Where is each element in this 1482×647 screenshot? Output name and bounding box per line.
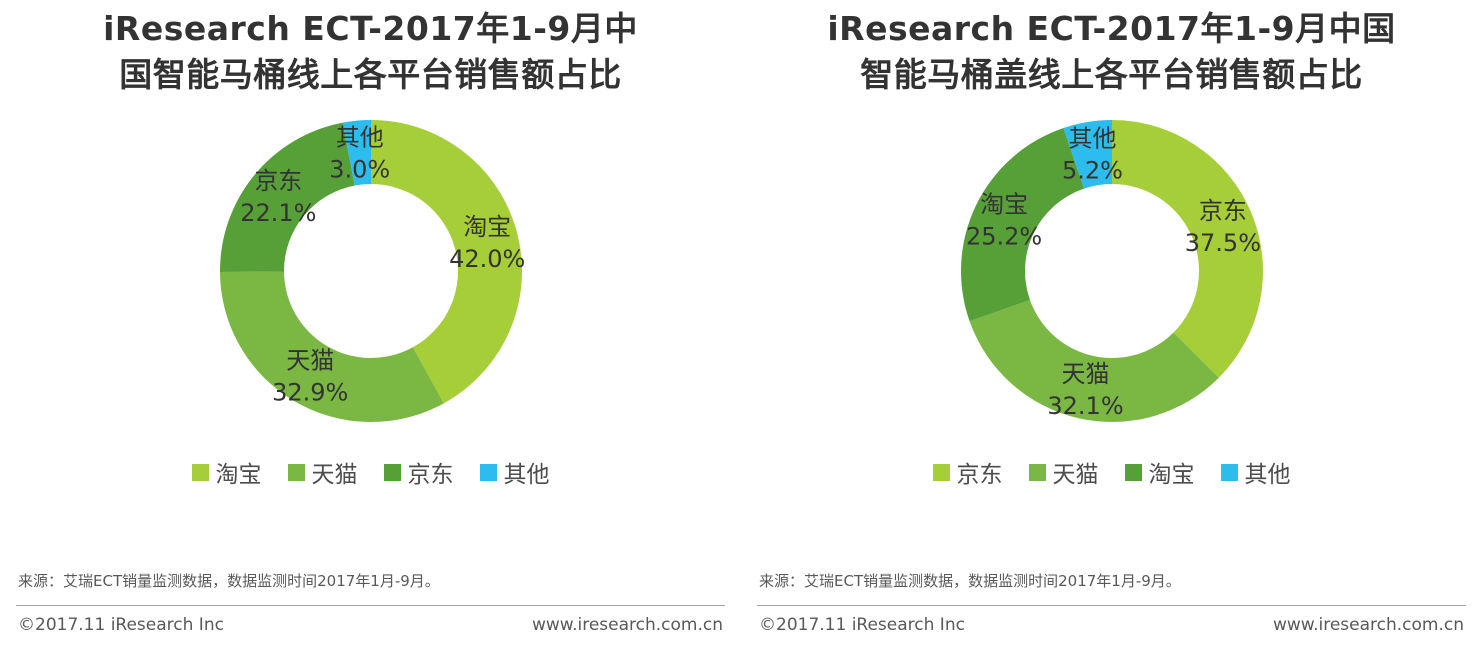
legend-item-天猫: 天猫 [1028, 455, 1099, 489]
chart-title-left: iResearch ECT-2017年1-9月中 国智能马桶线上各平台销售额占比 [16, 6, 725, 97]
slice-label-淘宝: 淘宝 25.2% [965, 191, 1041, 251]
legend-label: 天猫 [1052, 462, 1099, 489]
source-note-left: 来源：艾瑞ECT销量监测数据，数据监测时间2017年1月-9月。 [18, 572, 440, 590]
website-link[interactable]: www.iresearch.com.cn [1272, 615, 1464, 635]
slice-label-天猫: 天猫 32.1% [1047, 360, 1123, 420]
legend-left: 淘宝 天猫 京东 其他 [16, 455, 725, 489]
donut-segment-京东 [219, 122, 355, 273]
copyright-text: ©2017.11 iResearch Inc [759, 615, 965, 635]
legend-item-其他: 其他 [1220, 455, 1291, 489]
chart-title-left-line2: 国智能马桶线上各平台销售额占比 [119, 54, 622, 94]
chart-title-right-line1: iResearch ECT-2017年1-9月中国 [827, 9, 1396, 48]
donut-segment-淘宝 [960, 128, 1084, 322]
donut-segment-天猫 [969, 300, 1219, 423]
donut-segment-其他 [1063, 120, 1112, 189]
donut-segment-天猫 [219, 271, 444, 423]
slice-label-京东: 京东 37.5% [1184, 197, 1260, 257]
legend-swatch [1220, 463, 1238, 481]
slice-label-天猫: 天猫 32.9% [272, 347, 348, 407]
slice-label-其他: 其他 3.0% [329, 124, 390, 184]
legend-swatch [479, 463, 497, 481]
legend-item-淘宝: 淘宝 [191, 455, 262, 489]
legend-right: 京东 天猫 淘宝 其他 [757, 455, 1466, 489]
chart-title-right-line2: 智能马桶盖线上各平台销售额占比 [860, 54, 1363, 94]
donut-segment-其他 [342, 120, 371, 186]
legend-label: 天猫 [311, 462, 358, 489]
donut-chart-right: 京东 37.5% 天猫 32.1% 淘宝 25.2% 其他 5.2% [960, 120, 1263, 423]
chart-title-left-line1: iResearch ECT-2017年1-9月中 [103, 9, 638, 48]
legend-swatch [383, 463, 401, 481]
legend-item-京东: 京东 [383, 455, 454, 489]
legend-label: 京东 [407, 462, 454, 489]
divider-left [16, 605, 725, 606]
donut-wrap-right: 京东 37.5% 天猫 32.1% 淘宝 25.2% 其他 5.2% [757, 99, 1466, 443]
slice-label-其他: 其他 5.2% [1062, 125, 1123, 185]
website-link[interactable]: www.iresearch.com.cn [531, 615, 723, 635]
copyright-text: ©2017.11 iResearch Inc [18, 615, 224, 635]
legend-swatch [932, 463, 950, 481]
donut-segment-京东 [1111, 120, 1263, 378]
legend-swatch [1028, 463, 1046, 481]
legend-swatch [191, 463, 209, 481]
donut-segment-淘宝 [370, 120, 522, 404]
donut-wrap-left: 淘宝 42.0% 天猫 32.9% 京东 22.1% 其他 3.0% [16, 99, 725, 443]
legend-label: 京东 [956, 462, 1003, 489]
legend-label: 淘宝 [1148, 462, 1195, 489]
legend-swatch [287, 463, 305, 481]
slice-label-京东: 京东 22.1% [240, 167, 316, 227]
slice-label-淘宝: 淘宝 42.0% [449, 213, 525, 273]
legend-label: 其他 [1244, 462, 1291, 489]
footer-right-panel: ©2017.11 iResearch Inc www.iresearch.com… [757, 606, 1466, 647]
legend-item-天猫: 天猫 [287, 455, 358, 489]
footer-left-panel: ©2017.11 iResearch Inc www.iresearch.com… [16, 606, 725, 647]
legend-label: 其他 [503, 462, 550, 489]
source-note-right: 来源：艾瑞ECT销量监测数据，数据监测时间2017年1月-9月。 [759, 572, 1181, 590]
panel-smart-toilet: iResearch ECT-2017年1-9月中 国智能马桶线上各平台销售额占比… [16, 6, 725, 647]
panel-smart-toilet-lid: iResearch ECT-2017年1-9月中国 智能马桶盖线上各平台销售额占… [741, 0, 1482, 647]
legend-label: 淘宝 [215, 462, 262, 489]
legend-item-淘宝: 淘宝 [1124, 455, 1195, 489]
chart-title-right: iResearch ECT-2017年1-9月中国 智能马桶盖线上各平台销售额占… [757, 6, 1466, 97]
divider-right [757, 605, 1466, 606]
legend-item-其他: 其他 [479, 455, 550, 489]
legend-swatch [1124, 463, 1142, 481]
legend-item-京东: 京东 [932, 455, 1003, 489]
donut-chart-left: 淘宝 42.0% 天猫 32.9% 京东 22.1%其他 3.0% [219, 120, 525, 423]
